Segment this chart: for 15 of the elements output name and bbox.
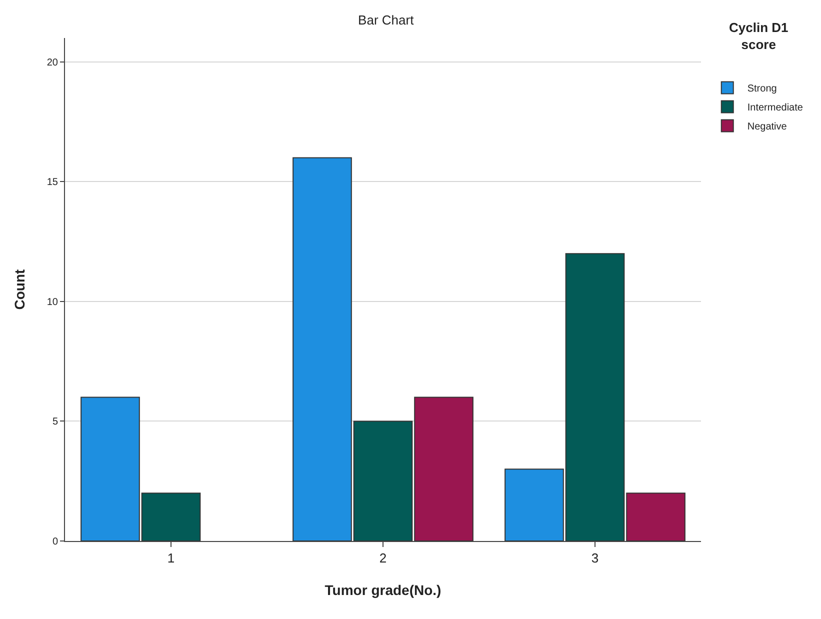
y-axis-title: Count xyxy=(11,268,28,310)
x-tick-label: 3 xyxy=(591,550,599,566)
y-tick-label: 5 xyxy=(52,416,58,428)
legend-title: Cyclin D1 score xyxy=(729,20,788,52)
y-tick-label: 20 xyxy=(46,57,58,68)
legend-label: Strong xyxy=(747,84,777,95)
legend-label: Negative xyxy=(747,122,788,133)
legend-label: Intermediate xyxy=(747,102,804,114)
x-tick-label: 2 xyxy=(379,550,387,566)
chart-title: Bar Chart xyxy=(358,12,414,28)
y-tick-label: 15 xyxy=(46,177,58,188)
x-axis-title: Tumor grade(No.) xyxy=(324,582,442,598)
y-tick-label: 0 xyxy=(52,536,58,548)
y-tick-label: 10 xyxy=(46,296,58,308)
x-tick-label: 1 xyxy=(167,550,175,566)
